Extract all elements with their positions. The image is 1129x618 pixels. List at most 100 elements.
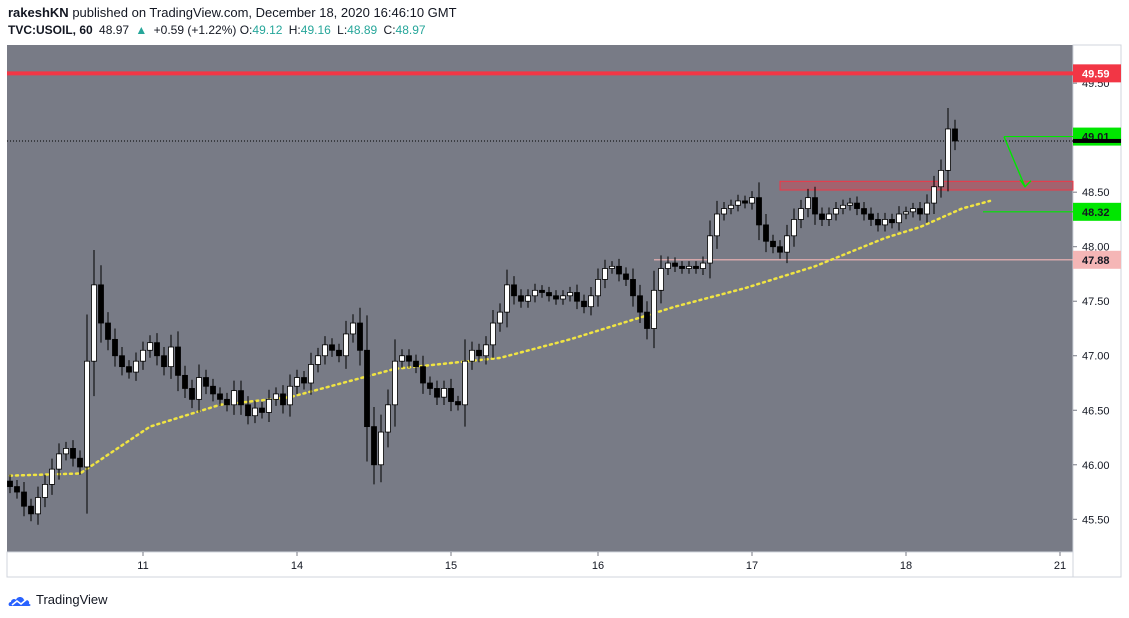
candle[interactable] [749, 197, 755, 204]
candle[interactable] [364, 349, 370, 428]
candle[interactable] [791, 219, 797, 237]
candle[interactable] [21, 491, 27, 507]
candle[interactable] [371, 426, 377, 466]
candle[interactable] [14, 486, 20, 493]
candle[interactable] [91, 284, 97, 362]
candle[interactable] [77, 457, 83, 468]
candle[interactable] [504, 284, 510, 313]
candle[interactable] [861, 208, 867, 215]
candle[interactable] [875, 219, 881, 226]
candle[interactable] [588, 295, 594, 308]
candle[interactable] [476, 349, 482, 357]
candle[interactable] [847, 202, 853, 206]
candle[interactable] [154, 342, 160, 357]
tradingview-branding[interactable]: TradingView [8, 592, 108, 607]
candle[interactable] [469, 349, 475, 362]
candle[interactable] [784, 235, 790, 253]
candle[interactable] [742, 200, 748, 204]
candle[interactable] [63, 448, 69, 455]
candle[interactable] [637, 295, 643, 313]
candle[interactable] [616, 265, 622, 275]
candle[interactable] [560, 295, 566, 300]
candle[interactable] [812, 197, 818, 215]
candle[interactable] [763, 224, 769, 242]
candle[interactable] [385, 404, 391, 433]
candle[interactable] [161, 355, 167, 368]
candle[interactable] [273, 393, 279, 400]
candle[interactable] [112, 338, 118, 357]
price-axis[interactable] [1072, 44, 1122, 578]
candle[interactable] [672, 262, 678, 267]
candle[interactable] [819, 213, 825, 220]
candle[interactable] [721, 208, 727, 215]
candle[interactable] [518, 295, 524, 302]
candle[interactable] [203, 377, 209, 387]
candle[interactable] [693, 265, 699, 269]
candle[interactable] [427, 382, 433, 389]
candle[interactable] [896, 213, 902, 224]
candle[interactable] [231, 390, 237, 406]
candle[interactable] [413, 360, 419, 368]
candle[interactable] [315, 355, 321, 365]
candle[interactable] [595, 279, 601, 297]
candle[interactable] [910, 208, 916, 213]
candle[interactable] [119, 355, 125, 368]
candle[interactable] [196, 377, 202, 400]
candle[interactable] [182, 374, 188, 389]
candle[interactable] [903, 211, 909, 215]
candle[interactable] [602, 268, 608, 280]
candle[interactable] [805, 197, 811, 209]
resistance-zone[interactable] [779, 180, 1074, 191]
candle[interactable] [483, 344, 489, 357]
candle[interactable] [434, 388, 440, 398]
candle[interactable] [658, 268, 664, 291]
candle[interactable] [392, 360, 398, 406]
candle[interactable] [245, 404, 251, 417]
candle[interactable] [441, 388, 447, 398]
candle[interactable] [224, 398, 230, 406]
candle[interactable] [490, 322, 496, 346]
candle[interactable] [259, 407, 265, 413]
candle[interactable] [917, 208, 923, 215]
candle[interactable] [252, 407, 258, 417]
candle[interactable] [280, 393, 286, 406]
projection-arrow[interactable] [1003, 136, 1026, 188]
candle[interactable] [840, 204, 846, 209]
candle[interactable] [700, 262, 706, 269]
candle[interactable] [322, 344, 328, 357]
candle[interactable] [175, 346, 181, 376]
candle[interactable] [378, 431, 384, 466]
candle[interactable] [945, 128, 951, 171]
candle[interactable] [294, 377, 300, 387]
candle[interactable] [406, 355, 412, 362]
candle[interactable] [98, 284, 104, 324]
candle[interactable] [420, 366, 426, 384]
candle[interactable] [336, 349, 342, 357]
candle[interactable] [581, 300, 587, 308]
candle[interactable] [707, 235, 713, 264]
candle[interactable] [679, 265, 685, 269]
candle[interactable] [28, 505, 34, 515]
candle[interactable] [210, 385, 216, 395]
candle[interactable] [189, 388, 195, 400]
candle[interactable] [924, 202, 930, 215]
candle[interactable] [126, 366, 132, 373]
candle[interactable] [287, 385, 293, 406]
candle[interactable] [931, 186, 937, 204]
candle[interactable] [357, 322, 363, 351]
candle[interactable] [462, 360, 468, 406]
candle[interactable] [343, 333, 349, 357]
candle[interactable] [882, 219, 888, 226]
plot-area[interactable] [7, 45, 1073, 552]
candle[interactable] [49, 468, 55, 485]
candle[interactable] [735, 200, 741, 206]
candle[interactable] [889, 219, 895, 224]
candle[interactable] [854, 202, 860, 209]
candle[interactable] [609, 265, 615, 269]
candle[interactable] [553, 295, 559, 300]
author-name[interactable]: rakeshKN [8, 5, 69, 20]
candle[interactable] [56, 453, 62, 470]
candle[interactable] [574, 292, 580, 302]
candle[interactable] [826, 213, 832, 220]
